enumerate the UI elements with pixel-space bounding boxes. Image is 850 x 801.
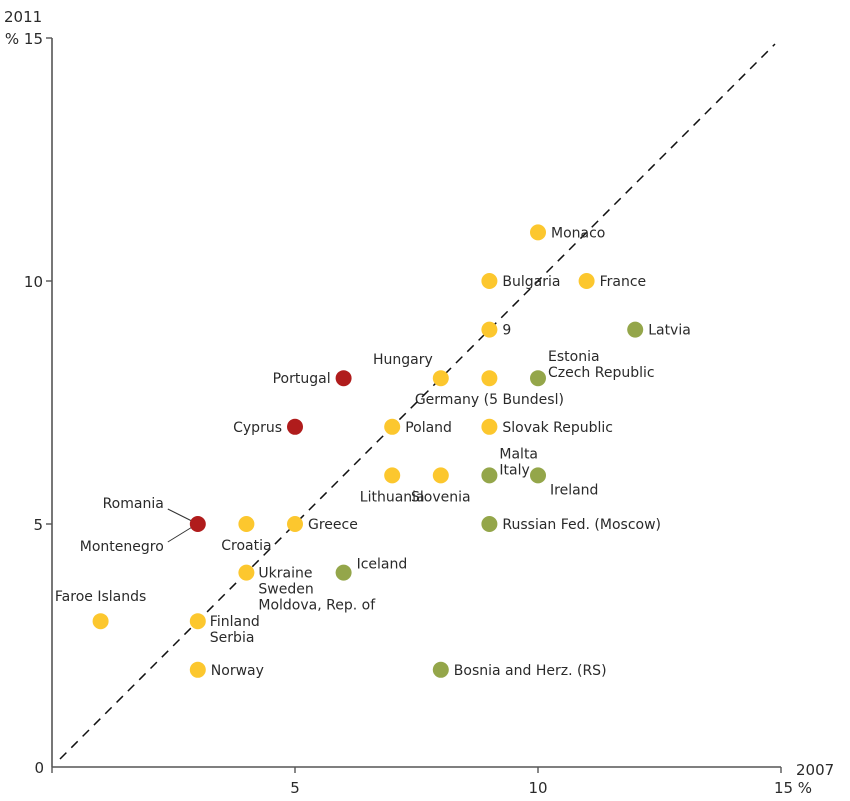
data-label: Slovak Republic (502, 420, 613, 436)
data-label: Poland (405, 420, 452, 436)
data-point (530, 467, 546, 484)
data-point (189, 661, 206, 678)
data-label: Moldova, Rep. of (258, 598, 376, 614)
data-point (384, 467, 401, 484)
data-label: Malta (499, 446, 538, 462)
x-tick-label: 15 % (774, 779, 812, 797)
data-label: Estonia (548, 349, 600, 365)
data-label: Croatia (221, 538, 271, 554)
data-point (335, 564, 352, 581)
ticks: 0 5 10 15 % 5 10 % 15 (5, 30, 812, 797)
data-label: Iceland (357, 557, 408, 573)
reference-line-layer (59, 43, 776, 760)
leader-line (167, 525, 195, 543)
data-label: Ireland (550, 482, 598, 498)
data-label: Portugal (273, 371, 331, 387)
data-point (481, 321, 498, 338)
data-label: Norway (211, 663, 264, 679)
x-tick-label: 5 (290, 779, 300, 797)
data-point (287, 516, 303, 532)
data-point (384, 418, 401, 435)
data-point (578, 273, 595, 289)
data-label: Russian Fed. (Moscow) (502, 517, 661, 533)
data-point (481, 273, 498, 289)
data-point (481, 370, 498, 387)
axes: 2007 2011 (4, 8, 834, 779)
leader-line (167, 508, 195, 523)
y-axis-title: 2011 (4, 8, 42, 26)
data-point (530, 224, 546, 241)
reference-diagonal-line (59, 43, 776, 760)
data-point (432, 467, 449, 484)
data-label: Greece (308, 517, 358, 533)
data-label: Sweden (258, 582, 313, 598)
data-point (287, 418, 303, 435)
data-label: Bulgaria (502, 274, 560, 290)
data-label: Germany (5 Bundesl) (415, 392, 564, 408)
data-points (92, 224, 644, 678)
y-tick-label: 10 (24, 273, 43, 291)
data-label: Bosnia and Herz. (RS) (454, 663, 607, 679)
data-label: Faroe Islands (55, 589, 146, 605)
data-point (238, 564, 255, 581)
data-point (432, 661, 449, 678)
data-label: 9 (502, 323, 511, 339)
data-label: Finland (210, 614, 260, 630)
y-tick-label: % 15 (5, 30, 43, 48)
data-label: Romania (103, 496, 164, 512)
data-point (238, 516, 255, 532)
data-label: Cyprus (233, 420, 282, 436)
y-tick-label: 5 (33, 516, 43, 534)
data-label: France (600, 274, 647, 290)
data-point (432, 370, 449, 387)
data-label: Slovenia (411, 489, 471, 505)
data-label: Serbia (210, 630, 255, 646)
x-axis-title: 2007 (796, 761, 834, 779)
data-point (335, 370, 352, 387)
data-label: Latvia (648, 323, 691, 339)
point-labels: Monaco Bulgaria France 9 Latvia Portugal Hunga… (55, 225, 691, 678)
data-label: Monaco (551, 225, 605, 241)
data-label: Italy (499, 462, 529, 478)
data-point (530, 370, 546, 387)
data-point (92, 613, 109, 630)
data-point (189, 613, 206, 630)
data-point (189, 516, 206, 532)
data-label: Montenegro (80, 539, 164, 555)
data-point (481, 467, 498, 484)
x-tick-label: 0 (34, 759, 44, 777)
data-label: Ukraine (258, 566, 312, 582)
leader-lines (167, 508, 195, 543)
data-point (481, 516, 498, 532)
data-point (481, 418, 498, 435)
data-label: Lithuania (360, 489, 425, 505)
data-label: Hungary (373, 352, 433, 368)
x-tick-label: 10 (528, 779, 547, 797)
data-point (627, 321, 644, 338)
data-label: Czech Republic (548, 365, 655, 381)
